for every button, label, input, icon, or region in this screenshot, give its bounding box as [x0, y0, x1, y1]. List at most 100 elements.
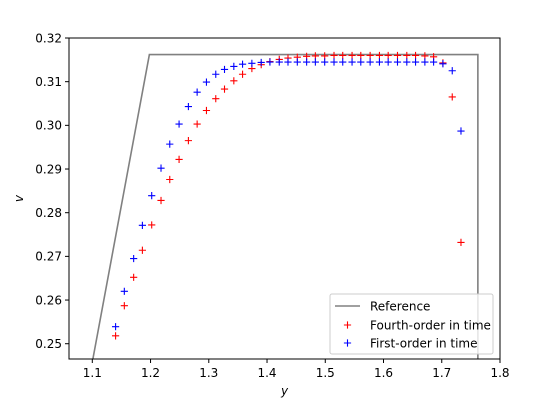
fourth-order-point — [157, 196, 165, 205]
first-order-point — [157, 164, 165, 172]
fourth-order-point — [448, 93, 456, 101]
legend-plus-marker — [343, 339, 352, 347]
fourth-order-point — [193, 120, 201, 128]
first-order-point — [348, 58, 356, 66]
y-tick-label: 0.26 — [35, 293, 62, 307]
first-order-point — [266, 58, 274, 66]
first-order-point — [138, 221, 146, 229]
fourth-order-point — [212, 95, 220, 103]
first-order-point — [330, 58, 338, 66]
first-order-point — [366, 58, 374, 66]
first-order-point — [166, 140, 174, 148]
x-tick-label: 1.4 — [257, 366, 276, 380]
fourth-order-point — [202, 106, 211, 115]
first-order-point — [421, 58, 429, 66]
y-tick-label: 0.30 — [35, 119, 62, 133]
legend-plus-marker — [343, 321, 352, 329]
y-axis-label: v — [12, 194, 26, 202]
plot-frame — [68, 37, 501, 360]
first-order-point — [230, 62, 238, 70]
fourth-order-point — [111, 332, 120, 340]
fourth-order-point — [393, 51, 402, 60]
marker-layer — [111, 51, 465, 340]
first-order-point — [339, 58, 347, 66]
x-axis-label: y — [280, 384, 289, 398]
y-axis-ticks: 0.25 0.26 0.27 0.28 0.29 0.30 0.31 0.32 — [35, 31, 69, 351]
y-tick-label: 0.29 — [35, 162, 62, 176]
fourth-order-point — [357, 51, 365, 60]
fourth-order-point — [138, 246, 146, 254]
first-order-point — [120, 287, 128, 295]
first-order-point — [293, 58, 301, 66]
first-order-point — [321, 58, 329, 66]
legend-fourth-order-swatch — [343, 321, 352, 329]
first-order-point — [375, 58, 384, 66]
fourth-order-point — [457, 238, 465, 246]
fourth-order-point — [339, 51, 347, 60]
fourth-order-point — [311, 52, 319, 60]
x-tick-label: 1.2 — [141, 366, 160, 380]
first-order-point — [430, 58, 438, 66]
first-order-point — [130, 254, 138, 263]
first-order-point — [193, 88, 201, 96]
fourth-order-point — [366, 51, 374, 60]
legend-first-order-label: First-order in time — [370, 336, 477, 350]
first-order-point — [212, 70, 220, 78]
first-order-point — [220, 65, 229, 74]
first-order-point — [111, 323, 120, 331]
first-order-point — [248, 59, 256, 67]
fourth-order-point — [384, 51, 392, 60]
y-tick-label: 0.28 — [35, 206, 62, 220]
first-order-point — [457, 127, 465, 135]
fourth-order-point — [230, 77, 238, 85]
fourth-order-point — [403, 51, 411, 60]
fourth-order-point — [321, 52, 329, 60]
first-order-point — [275, 58, 283, 66]
fourth-order-point — [238, 70, 247, 78]
reference-line — [92, 53, 479, 359]
first-order-point — [384, 58, 392, 66]
legend: Reference Fourth-order in time First-ord… — [329, 293, 494, 355]
first-order-point — [238, 60, 247, 68]
fourth-order-point — [175, 155, 183, 164]
first-order-point — [311, 58, 319, 66]
legend-fourth-order-label: Fourth-order in time — [370, 318, 491, 332]
first-order-point — [303, 58, 311, 66]
y-tick-label: 0.32 — [35, 31, 62, 45]
first-order-point — [202, 78, 211, 86]
x-tick-label: 1.7 — [432, 366, 451, 380]
fourth-order-point — [220, 85, 229, 93]
first-order-point — [448, 67, 456, 75]
x-tick-label: 1.5 — [316, 366, 335, 380]
x-tick-label: 1.1 — [83, 366, 102, 380]
fourth-order-point — [421, 52, 429, 60]
first-order-point — [184, 102, 192, 111]
fourth-order-point — [411, 51, 420, 60]
fourth-order-point — [348, 51, 356, 60]
legend-box — [329, 293, 494, 355]
x-tick-label: 1.8 — [490, 366, 509, 380]
first-order-point — [257, 58, 265, 67]
reference-line-layer — [92, 53, 479, 359]
first-order-point — [148, 192, 156, 200]
first-order-point — [175, 120, 183, 128]
fourth-order-point — [120, 302, 128, 310]
first-order-point — [403, 58, 411, 66]
fourth-order-point — [184, 137, 192, 145]
fourth-order-point — [330, 51, 338, 60]
x-tick-label: 1.3 — [199, 366, 218, 380]
legend-reference-label: Reference — [370, 299, 430, 313]
first-order-point — [284, 58, 292, 66]
fourth-order-point — [375, 51, 384, 60]
first-order-point — [439, 60, 447, 68]
fourth-order-point — [166, 175, 174, 184]
fourth-order-point — [130, 273, 138, 281]
y-tick-label: 0.25 — [35, 337, 62, 351]
x-tick-label: 1.6 — [374, 366, 393, 380]
x-axis-ticks: 1.1 1.2 1.3 1.4 1.5 1.6 1.7 1.8 — [83, 359, 510, 380]
first-order-point — [393, 58, 402, 66]
fourth-order-point — [148, 221, 156, 229]
legend-first-order-swatch — [343, 339, 352, 347]
